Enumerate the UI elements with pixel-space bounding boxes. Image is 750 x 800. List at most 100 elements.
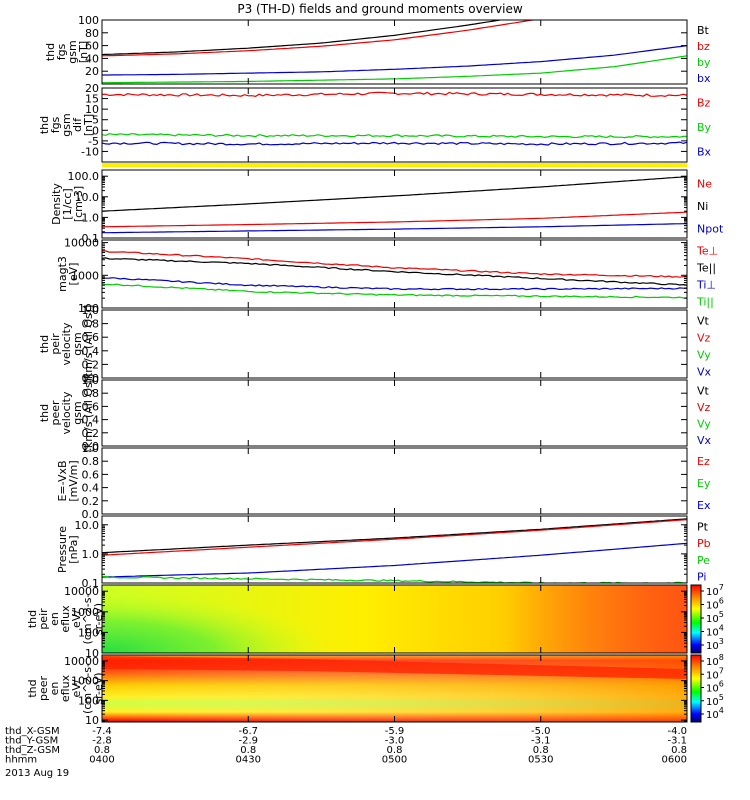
x-axis-row-label: thd_X-GSM	[5, 726, 60, 737]
panel-temperature: 100 1000 10000 magt3[eV] Te⊥ Te|| Ti⊥ Ti||	[56, 237, 718, 315]
legend-by: By	[697, 121, 712, 134]
legend-bx: bx	[697, 72, 711, 85]
x-axis-row-label: hhmm	[5, 755, 37, 766]
y-axis-label-line: eV/	[70, 679, 83, 697]
x-axis-value: 0530	[528, 755, 553, 766]
series-ti	[102, 283, 687, 299]
y-axis-label-line: Density	[50, 183, 63, 225]
y-tick-label: 0.6	[82, 468, 100, 481]
x-axis-value: 0.8	[671, 745, 687, 756]
colorbar	[690, 654, 702, 723]
y-tick-label: 0.4	[82, 414, 100, 427]
series-npot	[102, 223, 687, 234]
series-bz	[102, 20, 537, 57]
y-tick-label: 0.1	[82, 232, 100, 245]
panel-frame	[101, 239, 688, 309]
x-axis-value: 0.8	[94, 745, 110, 756]
y-tick-label: 1000	[71, 269, 99, 282]
y-axis-label: magt3[eV]	[56, 256, 80, 292]
y-tick-label: 0.0	[82, 440, 100, 453]
legend-bz: bz	[697, 40, 710, 53]
exponent: 7	[719, 666, 724, 675]
series-bt	[102, 20, 505, 56]
x-axis-row-label: thd_Z-GSM	[5, 745, 60, 756]
y-tick-label: 1.0	[82, 442, 100, 455]
y-tick-label: 1.0	[82, 211, 100, 224]
legend-vy: Vy	[697, 417, 711, 430]
series-group	[102, 176, 687, 234]
y-axis-label-line: magt3	[56, 256, 69, 292]
exponent: 6	[719, 680, 724, 689]
series-ti	[102, 277, 687, 291]
x-axis-value: -3.1	[531, 736, 551, 747]
figure-title: P3 (TH-D) fields and ground moments over…	[237, 2, 522, 16]
y-axis-label-line: thd	[26, 679, 39, 697]
y-tick-label: 100	[78, 14, 99, 27]
y-axis-label-line: sr-eV)	[92, 672, 105, 704]
x-axis-value: 0.8	[240, 745, 256, 756]
x-axis-value: 0430	[236, 755, 261, 766]
y-tick-label: 0.6	[82, 331, 100, 344]
y-tick-label: 15	[85, 93, 99, 106]
y-tick-label: 10000	[64, 237, 99, 250]
y-tick-label: 0.8	[82, 387, 100, 400]
y-axis-label: E=-VxB[mV/m]	[56, 460, 80, 501]
legend-vt: Vt	[697, 315, 710, 328]
legend-pt: Pt	[697, 520, 709, 533]
y-axis-label-line: eflux	[59, 605, 72, 633]
legend-vz: Vz	[697, 401, 711, 414]
y-tick-label: 100.0	[68, 170, 100, 183]
y-axis-label-line: [nT]	[82, 114, 95, 136]
exponent: 7	[719, 583, 724, 592]
series-group	[102, 518, 687, 583]
y-tick-label: 10000	[64, 585, 99, 598]
legend-vz: Vz	[697, 332, 711, 345]
y-tick-label: 1.0	[82, 304, 100, 317]
y-axis-label: Density[1/cc][cm-3]	[50, 183, 85, 225]
y-axis-label-line: [km/s (All Qs)]	[82, 305, 95, 384]
y-axis-label: thdpeerenefluxeV/(cm^2-s-sr-eV)	[26, 663, 105, 714]
y-axis-label-line: gsm	[60, 113, 73, 136]
y-tick-label: 0.8	[82, 318, 100, 331]
legend-te: Te⊥	[696, 245, 718, 258]
y-axis-label-line: Pressure	[56, 526, 69, 573]
y-axis-label: thdfgsgsm[nT]	[44, 40, 90, 63]
series-ne	[102, 211, 687, 228]
legend-npot: Npot	[697, 223, 724, 236]
series-bx	[102, 141, 687, 146]
y-axis-label: thdpeervelocitygsm[km/s (All Qs)]	[38, 374, 95, 453]
series-by	[102, 133, 687, 139]
y-axis-label-line: velocity	[60, 322, 73, 365]
y-tick-label: 80	[85, 27, 99, 40]
y-axis-label-line: peir	[49, 333, 62, 355]
y-axis-label-line: [1/cc]	[61, 188, 74, 219]
series-te	[102, 250, 687, 278]
x-axis-value: 0.8	[533, 745, 549, 756]
y-axis-label-line: gsm	[66, 40, 79, 63]
x-axis-value: -6.7	[238, 726, 258, 737]
x-axis-value: 0400	[89, 755, 114, 766]
y-axis-label-line: peir	[37, 608, 50, 630]
exponent: 4	[719, 706, 724, 715]
y-tick-label: 100	[78, 302, 99, 315]
y-axis-label-line: fgs	[55, 43, 68, 60]
legend-ti: Ti⊥	[696, 279, 716, 292]
spectrogram-red-band	[102, 656, 687, 679]
panels: 20406080100thdfgsgsm[nT]Btbzbybx-10-5051…	[26, 14, 724, 727]
y-axis-label-line: peer	[49, 400, 62, 426]
y-axis-label-line: thd	[38, 335, 51, 353]
y-axis-label-line: [nT]	[77, 41, 90, 63]
y-axis-label-line: thd	[38, 404, 51, 422]
colorbar-tick-label: 104	[706, 706, 724, 721]
y-tick-label: -5	[88, 135, 99, 148]
spectrogram	[102, 655, 687, 722]
y-tick-label: 0.2	[82, 358, 100, 371]
y-axis-label: Pressure[nPa]	[56, 526, 80, 573]
y-tick-label: 0.6	[82, 400, 100, 413]
legend-pi: Pi	[697, 571, 706, 584]
x-axis-value: -5.9	[385, 726, 405, 737]
x-axis-value: 0.8	[387, 745, 403, 756]
y-tick-label: 0.1	[82, 577, 100, 590]
